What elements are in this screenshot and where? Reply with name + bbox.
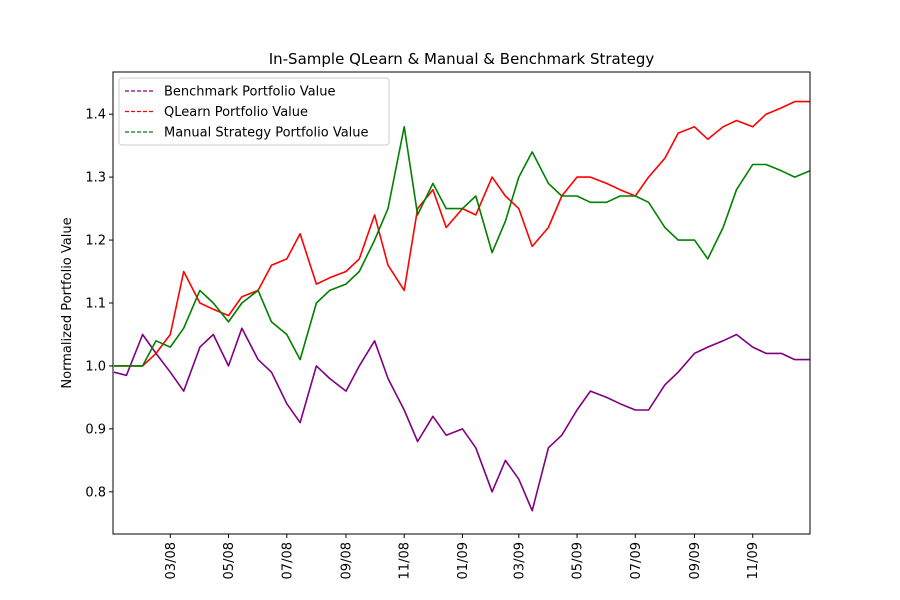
legend: Benchmark Portfolio Value QLearn Portfoli… bbox=[118, 77, 390, 146]
x-tick-label: 11/09 bbox=[746, 542, 761, 579]
y-tick-label: 1.1 bbox=[85, 297, 106, 312]
y-tick-label: 0.8 bbox=[85, 485, 106, 500]
legend-label: Manual Strategy Portfolio Value bbox=[164, 126, 369, 141]
y-tick-label: 1.2 bbox=[85, 234, 106, 249]
x-axis: 03/08 05/08 07/08 09/08 11/08 01/09 03/09 05/09… bbox=[164, 534, 761, 579]
x-tick-label: 05/09 bbox=[571, 542, 586, 579]
series-line-0 bbox=[113, 327, 810, 512]
plot-area bbox=[113, 72, 810, 534]
x-tick-label: 07/08 bbox=[280, 542, 295, 579]
chart-title: In-Sample QLearn & Manual & Benchmark St… bbox=[269, 50, 655, 68]
y-axis-label: Normalized Portfolio Value bbox=[60, 217, 75, 388]
series-layer bbox=[113, 100, 811, 512]
y-tick-label: 1.3 bbox=[85, 171, 106, 186]
y-tick-label: 1.0 bbox=[85, 359, 106, 374]
y-axis: 0.8 0.9 1.0 1.1 1.2 1.3 1.4 bbox=[85, 108, 113, 500]
x-tick-label: 09/08 bbox=[339, 542, 354, 579]
x-tick-label: 07/09 bbox=[629, 542, 644, 579]
series-line-2 bbox=[114, 126, 811, 367]
x-tick-label: 03/09 bbox=[512, 542, 527, 579]
legend-label: QLearn Portfolio Value bbox=[164, 105, 308, 120]
x-tick-label: 09/09 bbox=[688, 542, 703, 579]
x-tick-label: 05/08 bbox=[222, 542, 237, 579]
y-tick-label: 1.4 bbox=[85, 108, 106, 123]
x-tick-label: 03/08 bbox=[164, 542, 179, 579]
x-tick-label: 11/08 bbox=[398, 542, 413, 579]
legend-frame bbox=[118, 77, 390, 146]
x-tick-label: 01/09 bbox=[456, 542, 471, 579]
legend-label: Benchmark Portfolio Value bbox=[164, 85, 336, 100]
y-tick-label: 0.9 bbox=[85, 422, 106, 437]
